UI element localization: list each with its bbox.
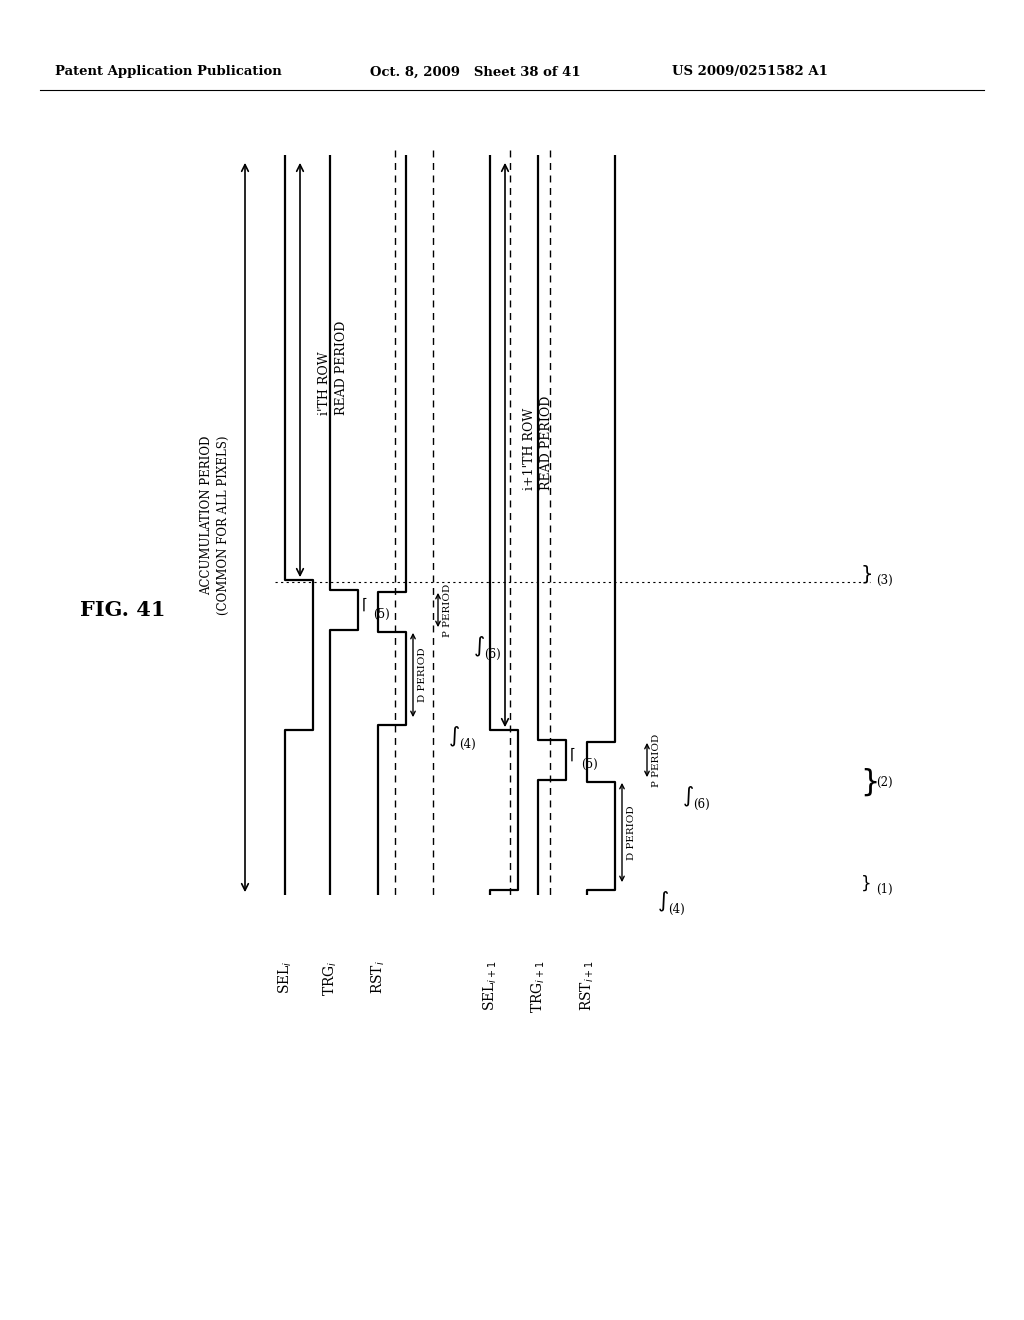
Text: TRG$_{i+1}$: TRG$_{i+1}$ xyxy=(529,960,547,1012)
Text: D PERIOD: D PERIOD xyxy=(627,805,636,859)
Text: SEL$_{i+1}$: SEL$_{i+1}$ xyxy=(481,960,499,1011)
Text: P PERIOD: P PERIOD xyxy=(652,734,662,787)
Text: P PERIOD: P PERIOD xyxy=(443,583,452,636)
Text: SEL$_i$: SEL$_i$ xyxy=(276,960,294,994)
Text: (6): (6) xyxy=(484,648,501,661)
Text: $\}$: $\}$ xyxy=(860,564,872,585)
Text: (4): (4) xyxy=(668,903,685,916)
Text: D PERIOD: D PERIOD xyxy=(418,648,427,702)
Text: FIG. 41: FIG. 41 xyxy=(80,601,166,620)
Text: $\int$: $\int$ xyxy=(657,890,669,913)
Text: $\int$: $\int$ xyxy=(473,635,485,659)
Text: $\int$: $\int$ xyxy=(449,725,460,748)
Text: $\lceil$: $\lceil$ xyxy=(361,595,368,612)
Text: Patent Application Publication: Patent Application Publication xyxy=(55,66,282,78)
Text: Oct. 8, 2009   Sheet 38 of 41: Oct. 8, 2009 Sheet 38 of 41 xyxy=(370,66,581,78)
Text: $\int$: $\int$ xyxy=(682,785,694,809)
Text: ACCUMULATION PERIOD
(COMMON FOR ALL PIXELS): ACCUMULATION PERIOD (COMMON FOR ALL PIXE… xyxy=(200,436,230,615)
Text: i+1'TH ROW
READ PERIOD: i+1'TH ROW READ PERIOD xyxy=(523,395,553,490)
Text: (3): (3) xyxy=(876,573,893,586)
Text: i'TH ROW
READ PERIOD: i'TH ROW READ PERIOD xyxy=(318,321,348,414)
Text: RST$_{i+1}$: RST$_{i+1}$ xyxy=(579,960,596,1011)
Text: (4): (4) xyxy=(459,738,476,751)
Text: (1): (1) xyxy=(876,883,893,895)
Text: US 2009/0251582 A1: US 2009/0251582 A1 xyxy=(672,66,827,78)
Text: (6): (6) xyxy=(693,799,710,810)
Text: (5): (5) xyxy=(581,758,598,771)
Text: $\}$: $\}$ xyxy=(860,767,878,799)
Text: RST$_i$: RST$_i$ xyxy=(370,960,387,994)
Text: TRG$_i$: TRG$_i$ xyxy=(322,960,339,995)
Text: $\}$: $\}$ xyxy=(860,874,870,892)
Text: $\lceil$: $\lceil$ xyxy=(569,744,575,763)
Text: (2): (2) xyxy=(876,776,893,789)
Text: (5): (5) xyxy=(373,609,390,620)
